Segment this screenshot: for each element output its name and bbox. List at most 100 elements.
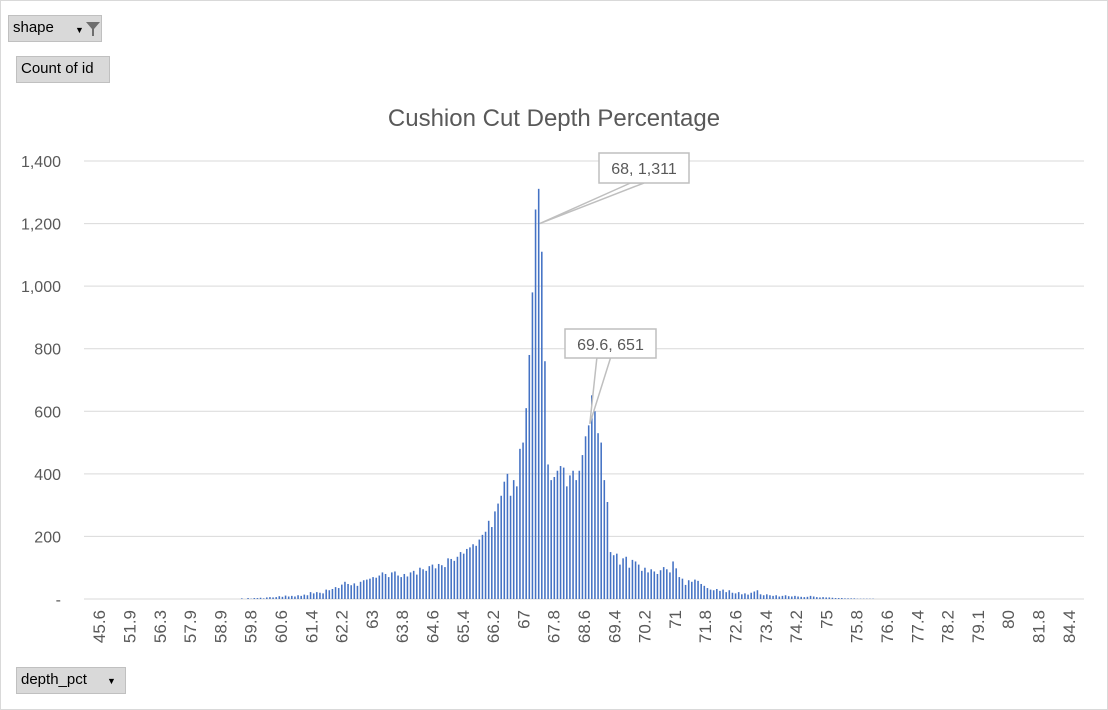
bar — [725, 592, 727, 599]
data-callouts: 68, 1,311 69.6, 651 — [539, 152, 690, 425]
bar — [291, 595, 293, 599]
bar — [384, 573, 387, 599]
bar — [344, 581, 346, 599]
bar — [472, 544, 474, 599]
bar — [562, 467, 565, 599]
bar — [328, 590, 331, 599]
bar — [428, 566, 431, 599]
dropdown-arrow-icon[interactable]: ▼ — [75, 25, 84, 35]
bar — [266, 597, 268, 599]
filter-field-button[interactable]: shape ▼ — [8, 15, 102, 42]
bar — [753, 591, 756, 599]
bar — [637, 564, 640, 599]
bar — [650, 569, 652, 599]
bar — [447, 558, 449, 599]
bar — [847, 598, 849, 599]
filter-icon[interactable] — [85, 20, 101, 38]
bar — [459, 552, 462, 599]
values-field-button[interactable]: Count of id — [16, 56, 110, 83]
bar — [409, 572, 412, 599]
bar — [294, 596, 296, 599]
bar — [741, 594, 743, 599]
bar — [756, 590, 759, 599]
bar — [381, 572, 384, 599]
bar — [709, 589, 712, 599]
bar — [803, 597, 806, 599]
bar — [728, 590, 731, 599]
bar — [569, 475, 571, 599]
bar — [594, 411, 596, 599]
bar — [456, 556, 459, 599]
bar — [603, 480, 606, 599]
filter-field-label: shape — [13, 19, 54, 36]
x-tick-label: 63 — [363, 610, 382, 629]
bar — [466, 548, 468, 599]
bar — [547, 464, 549, 599]
dropdown-arrow-icon[interactable]: ▼ — [107, 676, 116, 686]
bar — [775, 595, 777, 599]
y-tick-label: 400 — [34, 467, 61, 484]
bar — [784, 595, 787, 599]
bar — [609, 552, 612, 599]
bar — [712, 590, 715, 599]
bar — [516, 486, 518, 599]
bar — [606, 502, 609, 599]
bar — [644, 567, 646, 599]
x-tick-label: 59.8 — [242, 610, 261, 643]
bar — [253, 598, 256, 599]
bar — [653, 571, 656, 599]
bar — [431, 564, 434, 599]
bar — [319, 592, 321, 599]
bar — [578, 470, 581, 599]
x-tick-label: 74.2 — [787, 610, 806, 643]
bar — [556, 470, 559, 599]
bar — [481, 534, 484, 599]
bar — [806, 596, 809, 599]
y-tick-label: - — [56, 592, 61, 609]
bar — [247, 598, 249, 599]
bar — [566, 486, 568, 599]
x-tick-label: 73.4 — [757, 610, 776, 643]
x-tick-label: 67 — [514, 610, 533, 629]
bar — [378, 575, 381, 599]
bar — [259, 597, 262, 599]
bar — [647, 572, 649, 599]
bar — [306, 595, 309, 599]
axis-field-button[interactable]: depth_pct ▼ — [16, 667, 126, 694]
bar — [478, 539, 481, 599]
bar — [544, 361, 546, 599]
bar — [834, 598, 837, 599]
bar — [678, 577, 681, 599]
bar — [612, 555, 615, 599]
bar — [581, 455, 584, 599]
bar — [300, 595, 302, 599]
x-tick-label: 57.9 — [181, 610, 200, 643]
bar — [312, 593, 315, 599]
bar — [778, 596, 781, 599]
x-tick-label: 80 — [999, 610, 1018, 629]
bar — [362, 580, 365, 599]
bar — [625, 556, 627, 599]
bar — [309, 592, 312, 599]
bar — [541, 251, 543, 600]
bar — [809, 595, 812, 599]
bar — [553, 476, 556, 599]
bar — [453, 560, 456, 599]
bar — [828, 597, 831, 599]
y-tick-label: 600 — [34, 404, 61, 421]
bar — [334, 587, 337, 599]
x-tick-label: 77.4 — [908, 610, 927, 643]
bar — [400, 577, 402, 599]
bar — [781, 595, 784, 599]
bar — [616, 553, 618, 599]
bar — [791, 596, 793, 599]
x-tick-label: 79.1 — [969, 610, 988, 643]
bar — [278, 596, 281, 599]
bar — [559, 466, 562, 599]
bar — [769, 595, 771, 599]
bar — [572, 470, 574, 599]
bar — [303, 594, 306, 599]
x-tick-label: 75 — [817, 610, 836, 629]
bar — [525, 408, 527, 599]
bar — [759, 594, 762, 599]
